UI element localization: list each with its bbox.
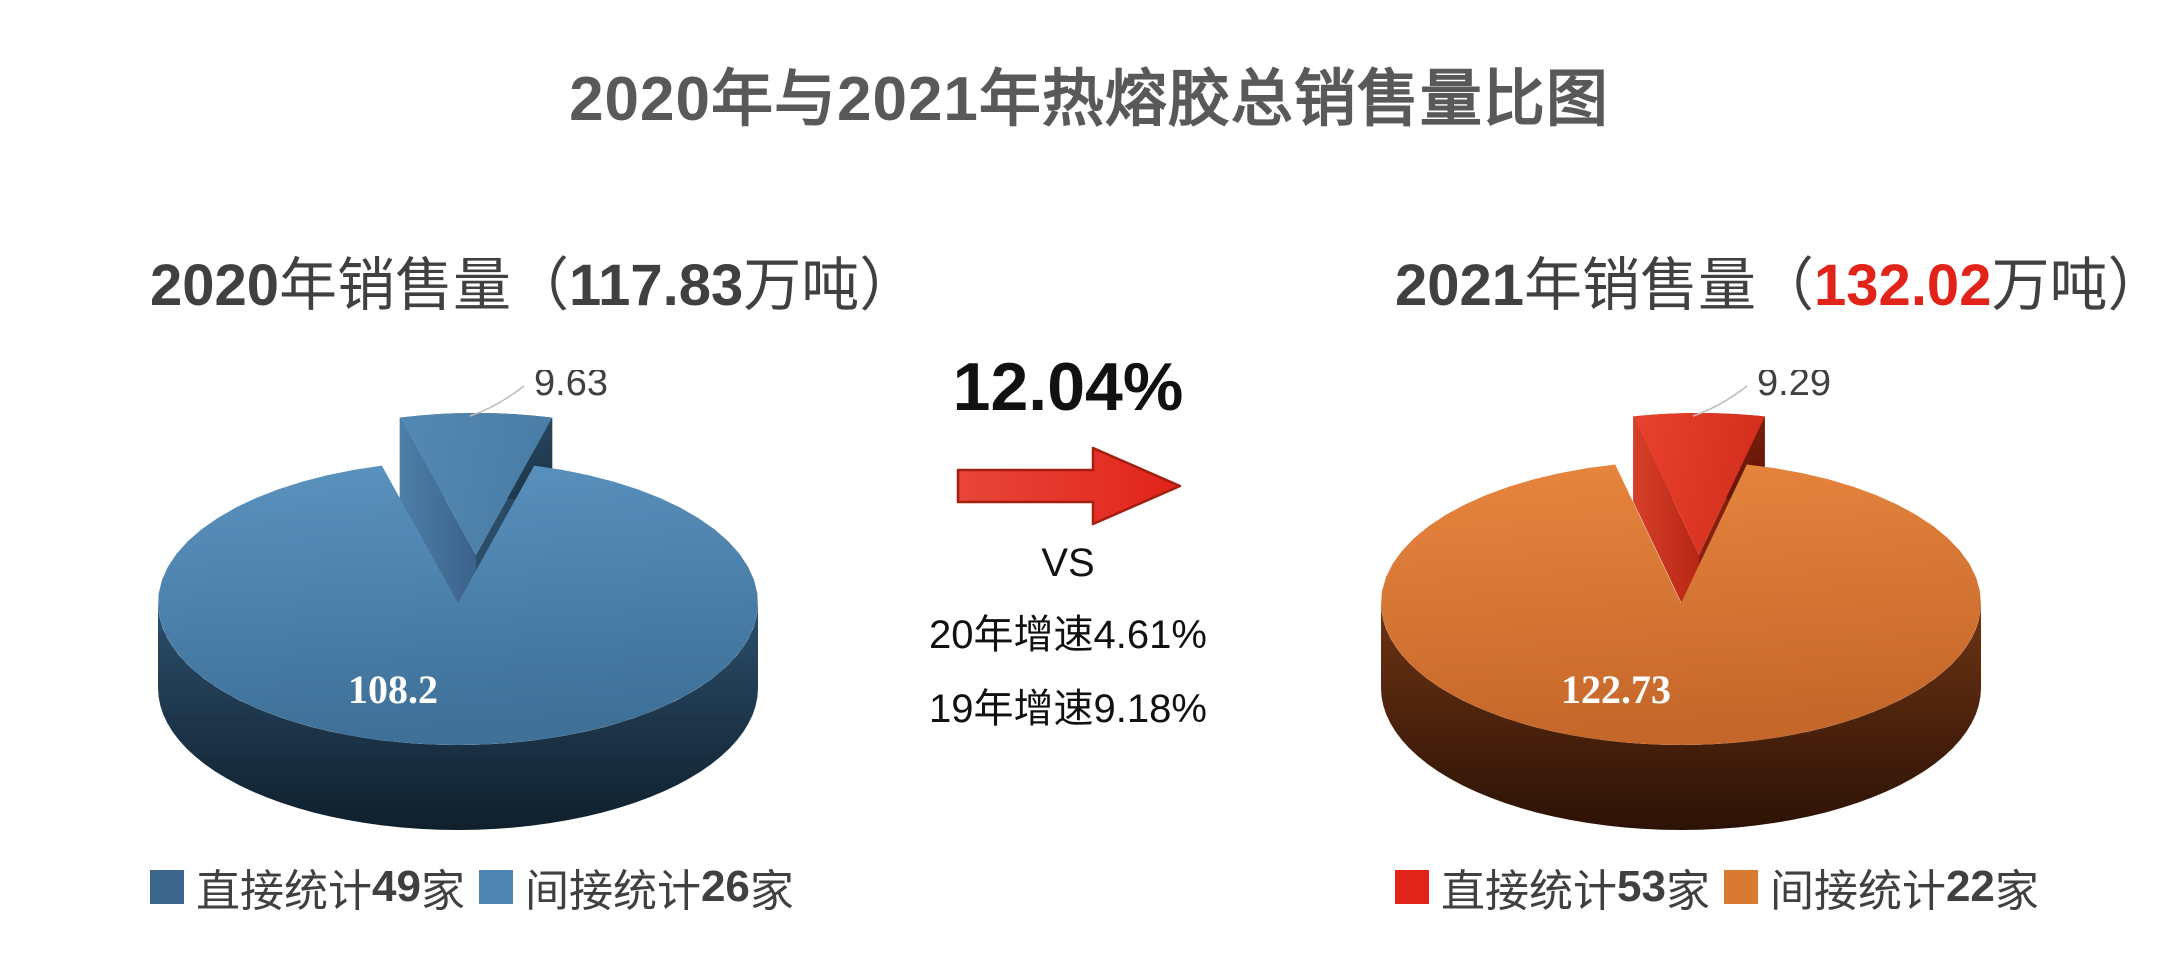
svg-text:9.63: 9.63 — [534, 370, 608, 404]
svg-text:122.73: 122.73 — [1561, 667, 1671, 712]
svg-text:108.2: 108.2 — [348, 667, 438, 712]
svg-text:9.29: 9.29 — [1757, 370, 1831, 404]
